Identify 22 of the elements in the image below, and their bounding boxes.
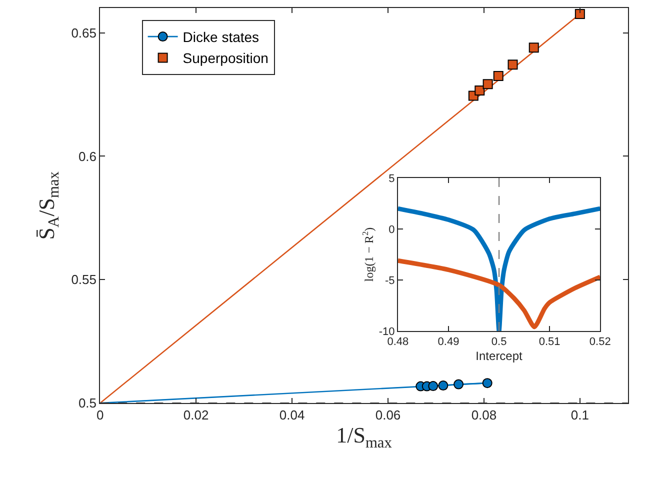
- x-axis-title: 1/S$_{max}$: [336, 422, 392, 452]
- x-tick-label: 0.06: [375, 408, 401, 423]
- y-tick-label: 0.6: [78, 148, 97, 164]
- x-tick-label: 0.02: [183, 408, 209, 423]
- x-tick-label: 0.49: [438, 336, 460, 348]
- y-tick-label: -10: [378, 326, 395, 338]
- legend-label: Dicke states: [182, 29, 260, 46]
- y-tick-label: 0.5: [78, 396, 97, 411]
- legend-label: Superposition: [182, 50, 268, 66]
- y-tick-label: 0.65: [71, 25, 97, 40]
- x-tick-label: 0.04: [279, 408, 305, 423]
- x-tick-label: 0.08: [471, 408, 497, 423]
- y-tick-label: -5: [384, 274, 395, 287]
- x-tick-label: 0.48: [387, 336, 409, 348]
- x-tick-label: 0.5: [491, 336, 507, 348]
- x-tick-label: 0.52: [589, 336, 611, 348]
- y-tick-label: 0.55: [71, 272, 97, 288]
- y-tick-label: 0: [388, 224, 395, 236]
- x-tick-label: 0.51: [538, 336, 560, 348]
- x-tick-label: 0.1: [570, 408, 589, 423]
- x-axis-title: Intercept: [476, 349, 524, 364]
- y-tick-label: 5: [388, 172, 395, 185]
